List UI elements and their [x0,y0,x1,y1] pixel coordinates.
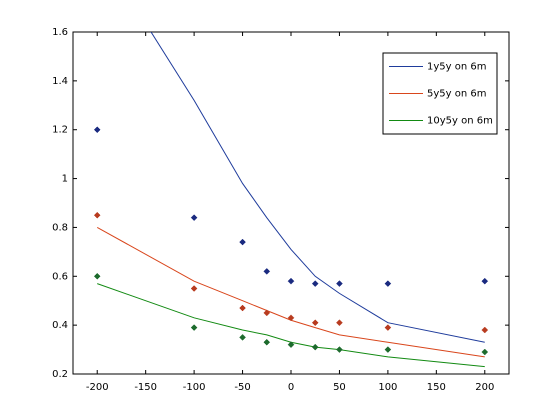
data-point [481,326,489,334]
data-point [336,319,343,327]
data-point [263,309,271,317]
data-point [190,285,198,292]
data-point [190,324,198,331]
data-point [239,304,246,312]
plot-layer [93,32,489,368]
y-tick-label: 1.2 [52,125,68,136]
data-point [336,346,343,353]
data-point [481,277,489,285]
data-point [481,348,489,356]
x-tick-label: 0 [288,382,294,393]
data-point [263,268,271,275]
legend-label: 5y5y on 6m [427,89,486,100]
data-point [239,334,246,341]
data-point [311,319,319,327]
x-tick-label: -150 [134,382,157,393]
data-point [93,272,101,280]
data-point [384,280,392,287]
x-tick-label: 100 [378,382,397,393]
data-point [384,324,392,331]
y-tick-label: 1.4 [52,76,68,87]
data-point [311,280,319,287]
legend-label: 1y5y on 6m [427,62,486,73]
data-point [384,346,392,353]
y-tick-label: 0.4 [52,320,68,331]
x-tick-label: 50 [333,382,346,393]
x-tick-label: -200 [86,382,109,393]
data-point [287,277,295,285]
y-tick-label: 1.6 [52,27,68,38]
data-point [311,343,319,351]
x-tick-label: 200 [475,382,494,393]
x-tick-label: -100 [183,382,206,393]
data-point [263,338,271,346]
series-line [150,32,485,343]
legend-label: 10y5y on 6m [427,116,493,127]
y-tick-label: 1 [62,174,68,185]
data-point [93,126,101,134]
data-point [287,341,295,349]
y-tick-label: 0.2 [52,369,68,380]
data-point [93,211,101,219]
x-tick-label: 150 [427,382,446,393]
y-tick-label: 0.8 [52,222,68,233]
data-point [190,214,198,222]
y-tick-label: 0.6 [52,271,68,282]
data-point [287,314,295,322]
x-tick-label: -50 [234,382,250,393]
data-point [239,238,246,246]
data-point [336,280,343,287]
